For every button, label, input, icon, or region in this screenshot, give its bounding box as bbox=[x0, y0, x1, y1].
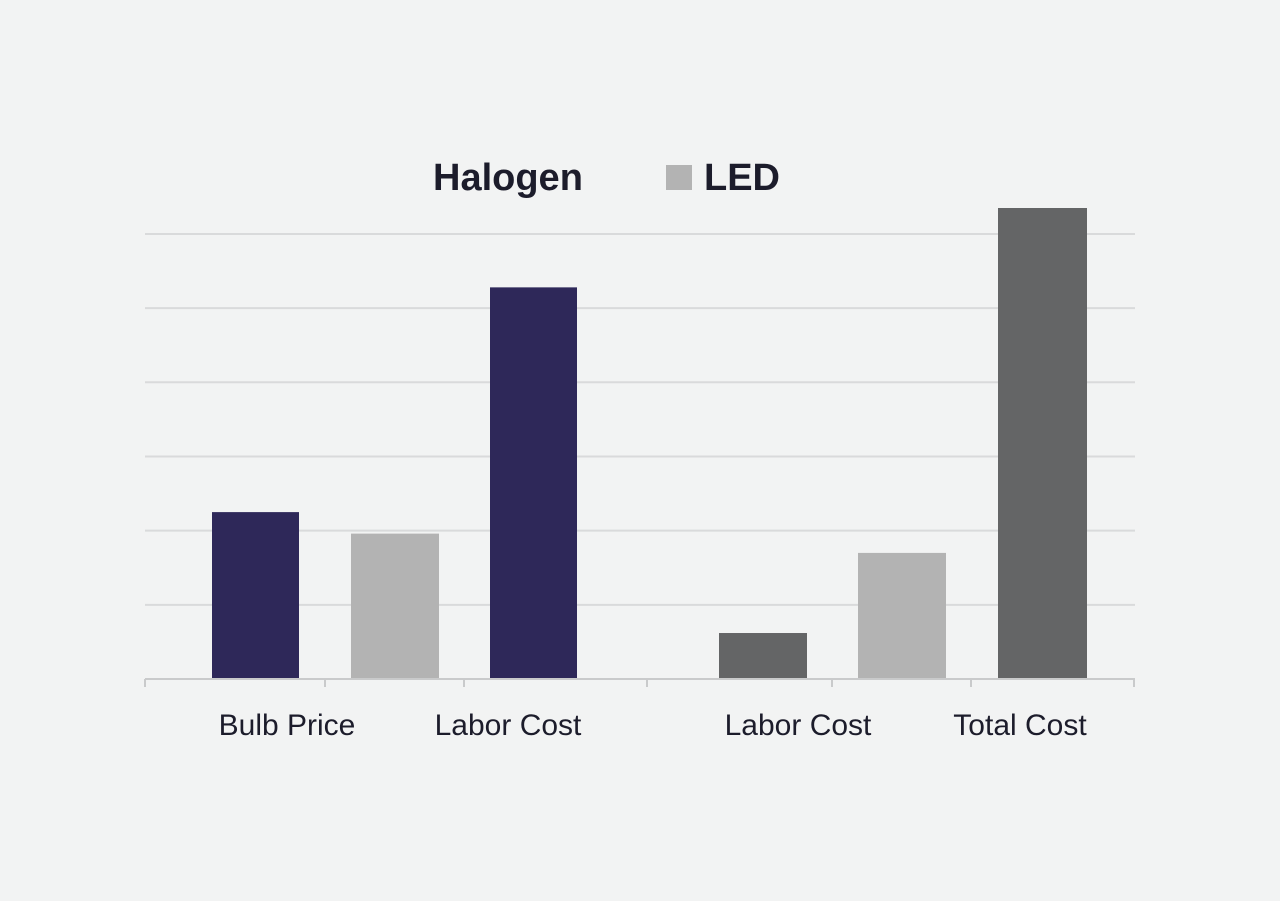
x-tick-label-3: Labor Cost bbox=[725, 709, 872, 742]
x-tick-label-2: Labor Cost bbox=[435, 709, 582, 742]
bar-1 bbox=[212, 512, 299, 679]
x-tick-label-1: Bulb Price bbox=[219, 709, 356, 742]
legend-label-halogen: Halogen bbox=[433, 157, 583, 199]
bar-4 bbox=[719, 633, 807, 679]
x-axis bbox=[144, 678, 1135, 687]
legend-label-led: LED bbox=[704, 157, 780, 199]
bar-2 bbox=[351, 533, 439, 679]
x-tick-labels: Bulb Price Labor Cost Labor Cost Total Cost bbox=[219, 709, 1088, 742]
x-tick-label-4: Total Cost bbox=[953, 709, 1087, 742]
bar-3 bbox=[490, 287, 577, 679]
gridlines bbox=[145, 232, 1135, 606]
legend-swatch-led bbox=[666, 165, 692, 190]
legend: Halogen LED bbox=[433, 157, 780, 199]
bar-6 bbox=[998, 208, 1087, 679]
bar-5 bbox=[858, 552, 946, 679]
bars bbox=[212, 208, 1087, 679]
